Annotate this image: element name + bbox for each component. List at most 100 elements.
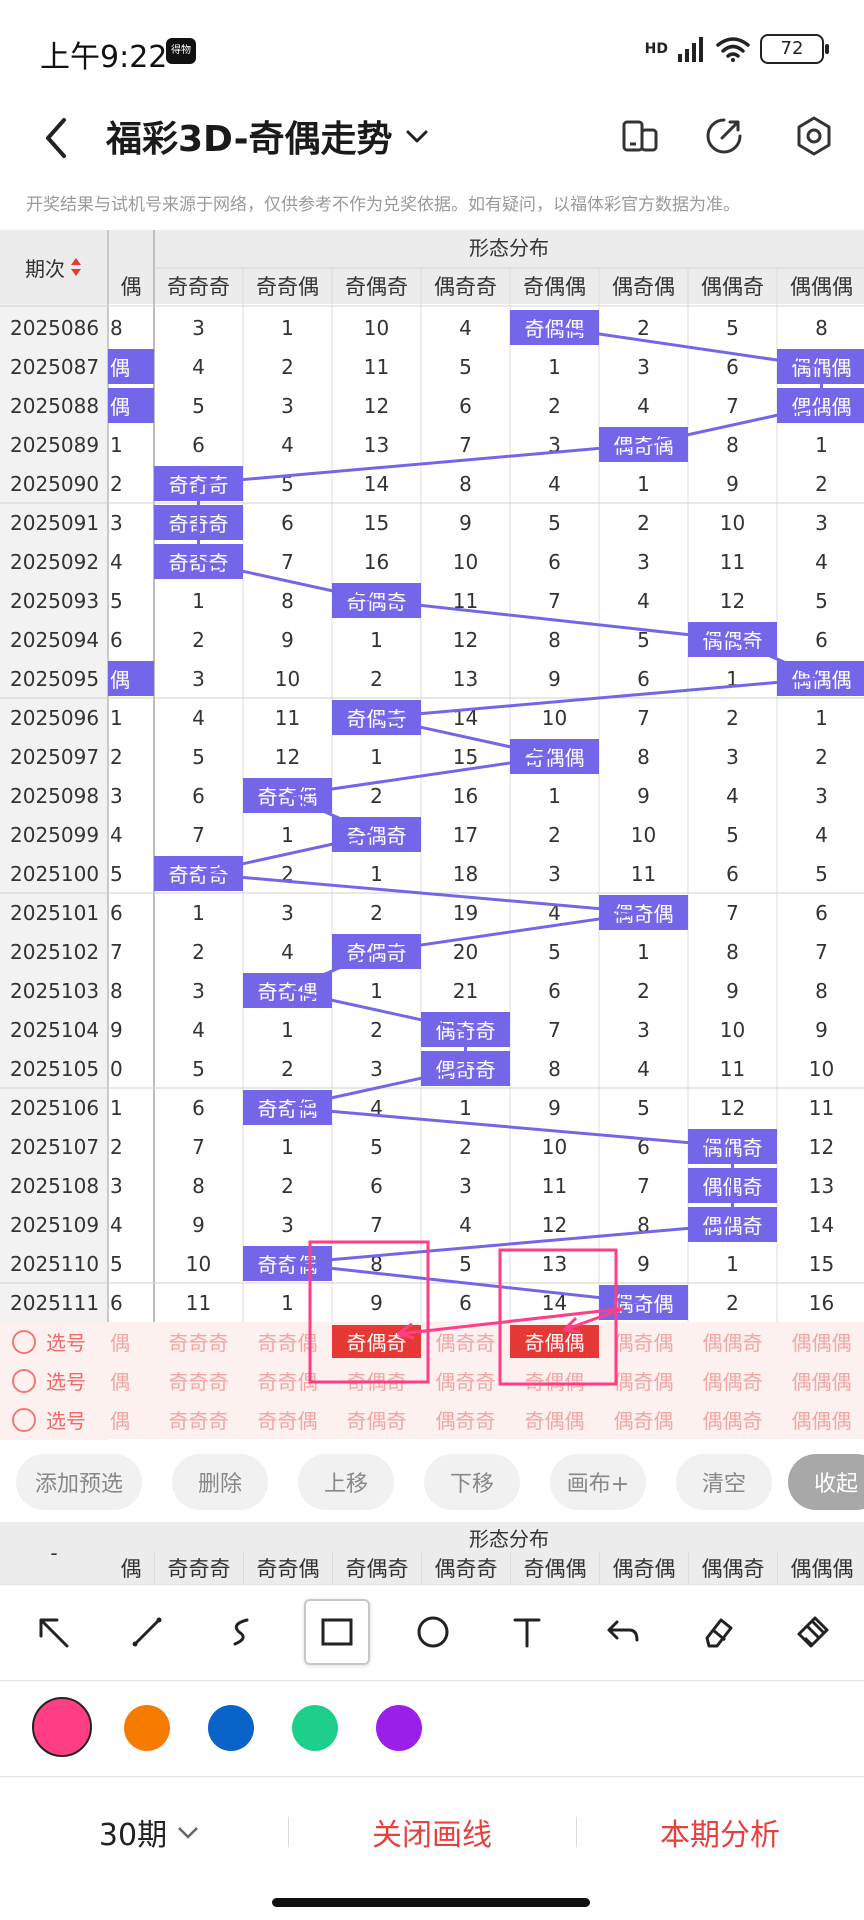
text-tool-icon[interactable] xyxy=(494,1599,560,1665)
settings-icon[interactable] xyxy=(786,108,842,164)
add-preselect-button[interactable]: 添加预选 xyxy=(16,1454,142,1510)
gap-cell: 9 xyxy=(637,783,650,808)
partial-column-cell: 6 xyxy=(110,1290,123,1315)
swatch-green[interactable] xyxy=(292,1705,338,1751)
partial-select-cell[interactable]: 偶 xyxy=(110,1370,130,1394)
move-up-button[interactable]: 上移 xyxy=(298,1454,394,1510)
disclaimer-text: 开奖结果与试机号来源于网络，仅供参考不作为兑奖依据。如有疑问，以福体彩官方数据为… xyxy=(26,195,740,215)
arrow-tool-icon[interactable] xyxy=(20,1599,86,1665)
line-tool-icon[interactable] xyxy=(114,1599,180,1665)
radio-circle-icon[interactable] xyxy=(12,1407,36,1432)
move-down-button[interactable]: 下移 xyxy=(424,1454,520,1510)
select-option[interactable]: 偶奇偶 xyxy=(613,1409,674,1433)
select-option[interactable]: 偶偶奇 xyxy=(702,1409,763,1433)
select-row-label[interactable]: 选号 xyxy=(0,1322,108,1361)
select-option[interactable]: 偶奇奇 xyxy=(435,1331,496,1355)
clear-all-icon[interactable] xyxy=(780,1599,846,1665)
gap-cell: 7 xyxy=(192,1134,205,1159)
gap-cell: 8 xyxy=(548,627,561,652)
select-option[interactable]: 奇奇奇 xyxy=(168,1370,229,1394)
select-option[interactable]: 偶偶偶 xyxy=(791,1409,852,1433)
column-header[interactable]: 偶偶偶 xyxy=(790,275,853,299)
layout-icon[interactable] xyxy=(612,108,668,164)
gap-cell: 10 xyxy=(541,1134,568,1159)
gap-cell: 7 xyxy=(815,939,828,964)
picked-option[interactable]: 奇偶偶 xyxy=(510,1325,599,1358)
gap-cell: 2 xyxy=(637,315,650,340)
partial-select-cell[interactable]: 偶 xyxy=(110,1409,130,1433)
gap-cell: 4 xyxy=(281,432,294,457)
partial-select-cell[interactable]: 偶 xyxy=(110,1331,130,1355)
gap-cell: 3 xyxy=(281,1212,294,1237)
swatch-pink-selected[interactable] xyxy=(32,1697,92,1757)
collapse-button[interactable]: 收起 xyxy=(788,1454,864,1510)
close-lines-button[interactable]: 关闭画线 xyxy=(372,1818,492,1853)
chevron-down-icon[interactable] xyxy=(402,116,432,156)
select-option[interactable]: 偶奇奇 xyxy=(435,1370,496,1394)
gap-cell: 5 xyxy=(548,939,561,964)
radio-circle-icon[interactable] xyxy=(12,1329,36,1354)
circle-tool-icon[interactable] xyxy=(400,1599,466,1665)
gap-cell: 6 xyxy=(548,549,561,574)
gap-cell: 14 xyxy=(808,1212,835,1237)
curve-tool-icon[interactable] xyxy=(208,1599,274,1665)
select-option[interactable]: 偶奇奇 xyxy=(435,1409,496,1433)
radio-circle-icon[interactable] xyxy=(12,1368,36,1393)
select-row-label[interactable]: 选号 xyxy=(0,1400,108,1439)
gap-cell: 13 xyxy=(452,666,479,691)
grid-header: 形态分布 xyxy=(0,230,864,304)
select-option[interactable]: 偶奇偶 xyxy=(613,1331,674,1355)
period-cell: 2025096 xyxy=(10,705,100,730)
column-header[interactable]: 奇偶奇 xyxy=(345,275,408,299)
gap-cell: 3 xyxy=(548,432,561,457)
clear-button[interactable]: 清空 xyxy=(676,1454,772,1510)
select-option[interactable]: 奇奇偶 xyxy=(257,1331,318,1355)
select-option[interactable]: 偶偶偶 xyxy=(791,1370,852,1394)
select-option[interactable]: 偶偶奇 xyxy=(702,1331,763,1355)
select-option[interactable]: 奇奇偶 xyxy=(257,1409,318,1433)
column-header[interactable]: 偶偶奇 xyxy=(701,275,764,299)
back-icon[interactable] xyxy=(36,108,76,168)
select-option[interactable]: 偶偶奇 xyxy=(702,1370,763,1394)
gap-cell: 9 xyxy=(726,471,739,496)
swatch-purple[interactable] xyxy=(376,1705,422,1751)
sort-icon xyxy=(71,258,81,276)
select-option[interactable]: 奇奇奇 xyxy=(168,1409,229,1433)
select-option[interactable]: 奇奇奇 xyxy=(168,1331,229,1355)
hit-cell: 偶偶奇 xyxy=(688,622,777,657)
column-header[interactable]: 奇奇奇 xyxy=(167,275,230,299)
undo-icon[interactable] xyxy=(590,1599,656,1665)
column-header[interactable]: 偶奇奇 xyxy=(434,275,497,299)
select-option[interactable]: 奇偶偶 xyxy=(524,1409,585,1433)
share-icon[interactable] xyxy=(696,108,752,164)
select-option[interactable]: 偶奇偶 xyxy=(613,1370,674,1394)
select-option[interactable]: 奇偶偶 xyxy=(524,1370,585,1394)
column-header[interactable]: 奇偶偶 xyxy=(523,275,586,299)
period-count-selector[interactable]: 30期 xyxy=(40,1777,260,1887)
period-header[interactable]: 期次 xyxy=(0,230,108,304)
gap-cell: 11 xyxy=(185,1290,212,1315)
picked-option[interactable]: 奇偶奇 xyxy=(332,1325,421,1358)
select-option[interactable]: 奇偶奇 xyxy=(346,1409,407,1433)
analysis-button[interactable]: 本期分析 xyxy=(660,1818,780,1853)
column-header[interactable]: 偶奇偶 xyxy=(612,275,675,299)
partial-column-cell: 6 xyxy=(110,627,123,652)
canvas-plus-button[interactable]: 画布+ xyxy=(550,1454,646,1510)
select-option[interactable]: 奇奇偶 xyxy=(257,1370,318,1394)
select-row-label[interactable]: 选号 xyxy=(0,1361,108,1400)
page-title[interactable]: 福彩3D-奇偶走势 xyxy=(106,119,393,160)
trend-grid[interactable]: 形态分布 期次 偶奇奇奇 奇奇偶 奇偶奇 偶奇奇 奇偶偶 偶奇偶 偶偶奇 偶偶偶 2025086… xyxy=(0,230,864,1440)
gap-cell: 9 xyxy=(637,1251,650,1276)
gap-cell: 8 xyxy=(726,432,739,457)
select-option[interactable]: 偶偶偶 xyxy=(791,1331,852,1355)
gap-cell: 2 xyxy=(192,939,205,964)
gap-cell: 10 xyxy=(808,1056,835,1081)
eraser-icon[interactable] xyxy=(684,1599,750,1665)
column-header[interactable]: 奇奇偶 xyxy=(256,275,319,299)
swatch-blue[interactable] xyxy=(208,1705,254,1751)
gap-cell: 8 xyxy=(815,315,828,340)
delete-button[interactable]: 删除 xyxy=(172,1454,268,1510)
rectangle-tool-icon[interactable] xyxy=(304,1599,370,1665)
select-option[interactable]: 奇偶奇 xyxy=(346,1370,407,1394)
swatch-orange[interactable] xyxy=(124,1705,170,1751)
